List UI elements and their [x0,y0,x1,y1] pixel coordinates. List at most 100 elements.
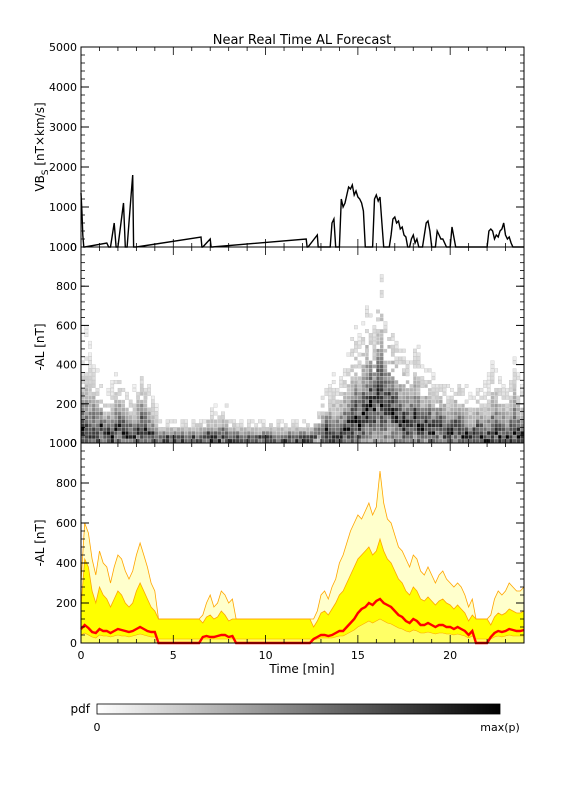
pdf-cell [486,391,491,396]
pdf-cell [409,427,413,431]
pdf-cell [331,387,336,392]
pdf-cell [199,439,203,443]
pdf-cell [140,403,144,408]
pdf-cell [232,423,236,428]
pdf-cell [346,407,351,412]
pdf-cell [95,419,100,424]
time-x-axis: 0 5 10 15 20 [78,443,525,662]
pdf-cell [365,403,369,408]
pdf-cell [368,313,373,318]
pdf-cell [284,431,288,435]
pdf-cell [468,415,473,420]
pdf-cell [151,431,155,435]
pdf-cell [103,419,107,424]
pdf-cell [435,407,439,412]
pdf-cell [84,392,89,396]
pdf-cell [339,380,343,385]
pdf-cell [394,411,399,416]
pdf-cell [428,419,432,424]
pdf-cell [354,340,358,345]
pdf-colorbar: pdf 0 max(p) [71,702,520,734]
pdf-cell [439,431,443,435]
pdf-cell [372,427,377,431]
pdf-cell [512,427,517,431]
pdf-cell [446,431,450,435]
pdf-cell [365,380,369,384]
pdf-cell [117,399,122,404]
pdf-cell [512,415,517,420]
pdf-cell [99,399,103,404]
pdf-cell [106,387,111,392]
pdf-cell [416,407,421,412]
pdf-cell [439,435,443,439]
pdf-cell [99,439,103,443]
pdf-cell [420,439,425,443]
pdf-cell [125,395,129,400]
pdf-cell [346,411,351,416]
al-forecast-y-tick-label: 600 [56,517,77,530]
colorbar-max-label: max(p) [480,721,520,734]
pdf-cell [490,364,495,369]
pdf-cell [512,392,517,396]
pdf-cell [479,403,484,408]
pdf-cell [486,372,491,377]
pdf-cell [272,435,277,439]
pdf-cell [464,431,469,435]
pdf-cell [91,364,96,369]
pdf-cell [472,435,476,439]
pdf-cell [505,391,510,396]
pdf-cell [379,289,384,294]
pdf-cell [81,419,85,424]
pdf-cell [346,368,351,373]
pdf-cell [165,423,170,428]
pdf-cell [92,427,96,431]
pdf-cell [450,431,454,435]
pdf-cell [88,423,92,428]
pdf-cell [117,380,122,385]
pdf-cell [95,435,100,439]
pdf-cell [158,419,163,424]
pdf-cell [84,407,89,412]
pdf-cell [317,423,321,428]
pdf-cell [442,431,447,435]
pdf-cell [380,403,384,408]
pdf-cell [328,391,332,396]
pdf-cell [114,392,118,396]
pdf-cell [136,427,140,431]
pdf-cell [479,415,484,420]
pdf-cell [486,403,491,408]
pdf-cell [365,352,369,357]
pdf-cell [110,380,115,385]
pdf-cell [483,423,487,428]
pdf-cell [516,411,521,416]
pdf-cell [435,431,439,435]
pdf-cell [346,372,351,377]
pdf-cell [106,423,111,428]
pdf-cell [317,411,321,416]
pdf-cell [221,439,225,443]
pdf-cell [420,435,425,439]
pdf-cell [431,399,436,404]
pdf-cell [132,411,137,416]
pdf-cell [439,411,443,416]
pdf-cell [125,411,129,416]
pdf-cell [368,395,373,400]
pdf-cell [92,439,96,443]
pdf-cell [498,427,502,431]
pdf-cell [232,427,236,431]
pdf-cell [520,415,524,420]
pdf-cell [494,419,498,424]
pdf-cell [136,415,140,420]
pdf-cell [354,407,358,412]
pdf-cell [210,431,214,435]
pdf-cell [468,411,473,416]
al-pdf-y-tick-label: 800 [56,280,77,293]
pdf-cell [361,368,365,373]
pdf-cell [501,384,506,388]
pdf-cell [140,415,144,420]
pdf-cell [368,415,373,420]
pdf-cell [498,380,502,385]
pdf-cell [372,431,377,435]
pdf-cell [391,403,395,408]
pdf-cell [106,415,111,420]
